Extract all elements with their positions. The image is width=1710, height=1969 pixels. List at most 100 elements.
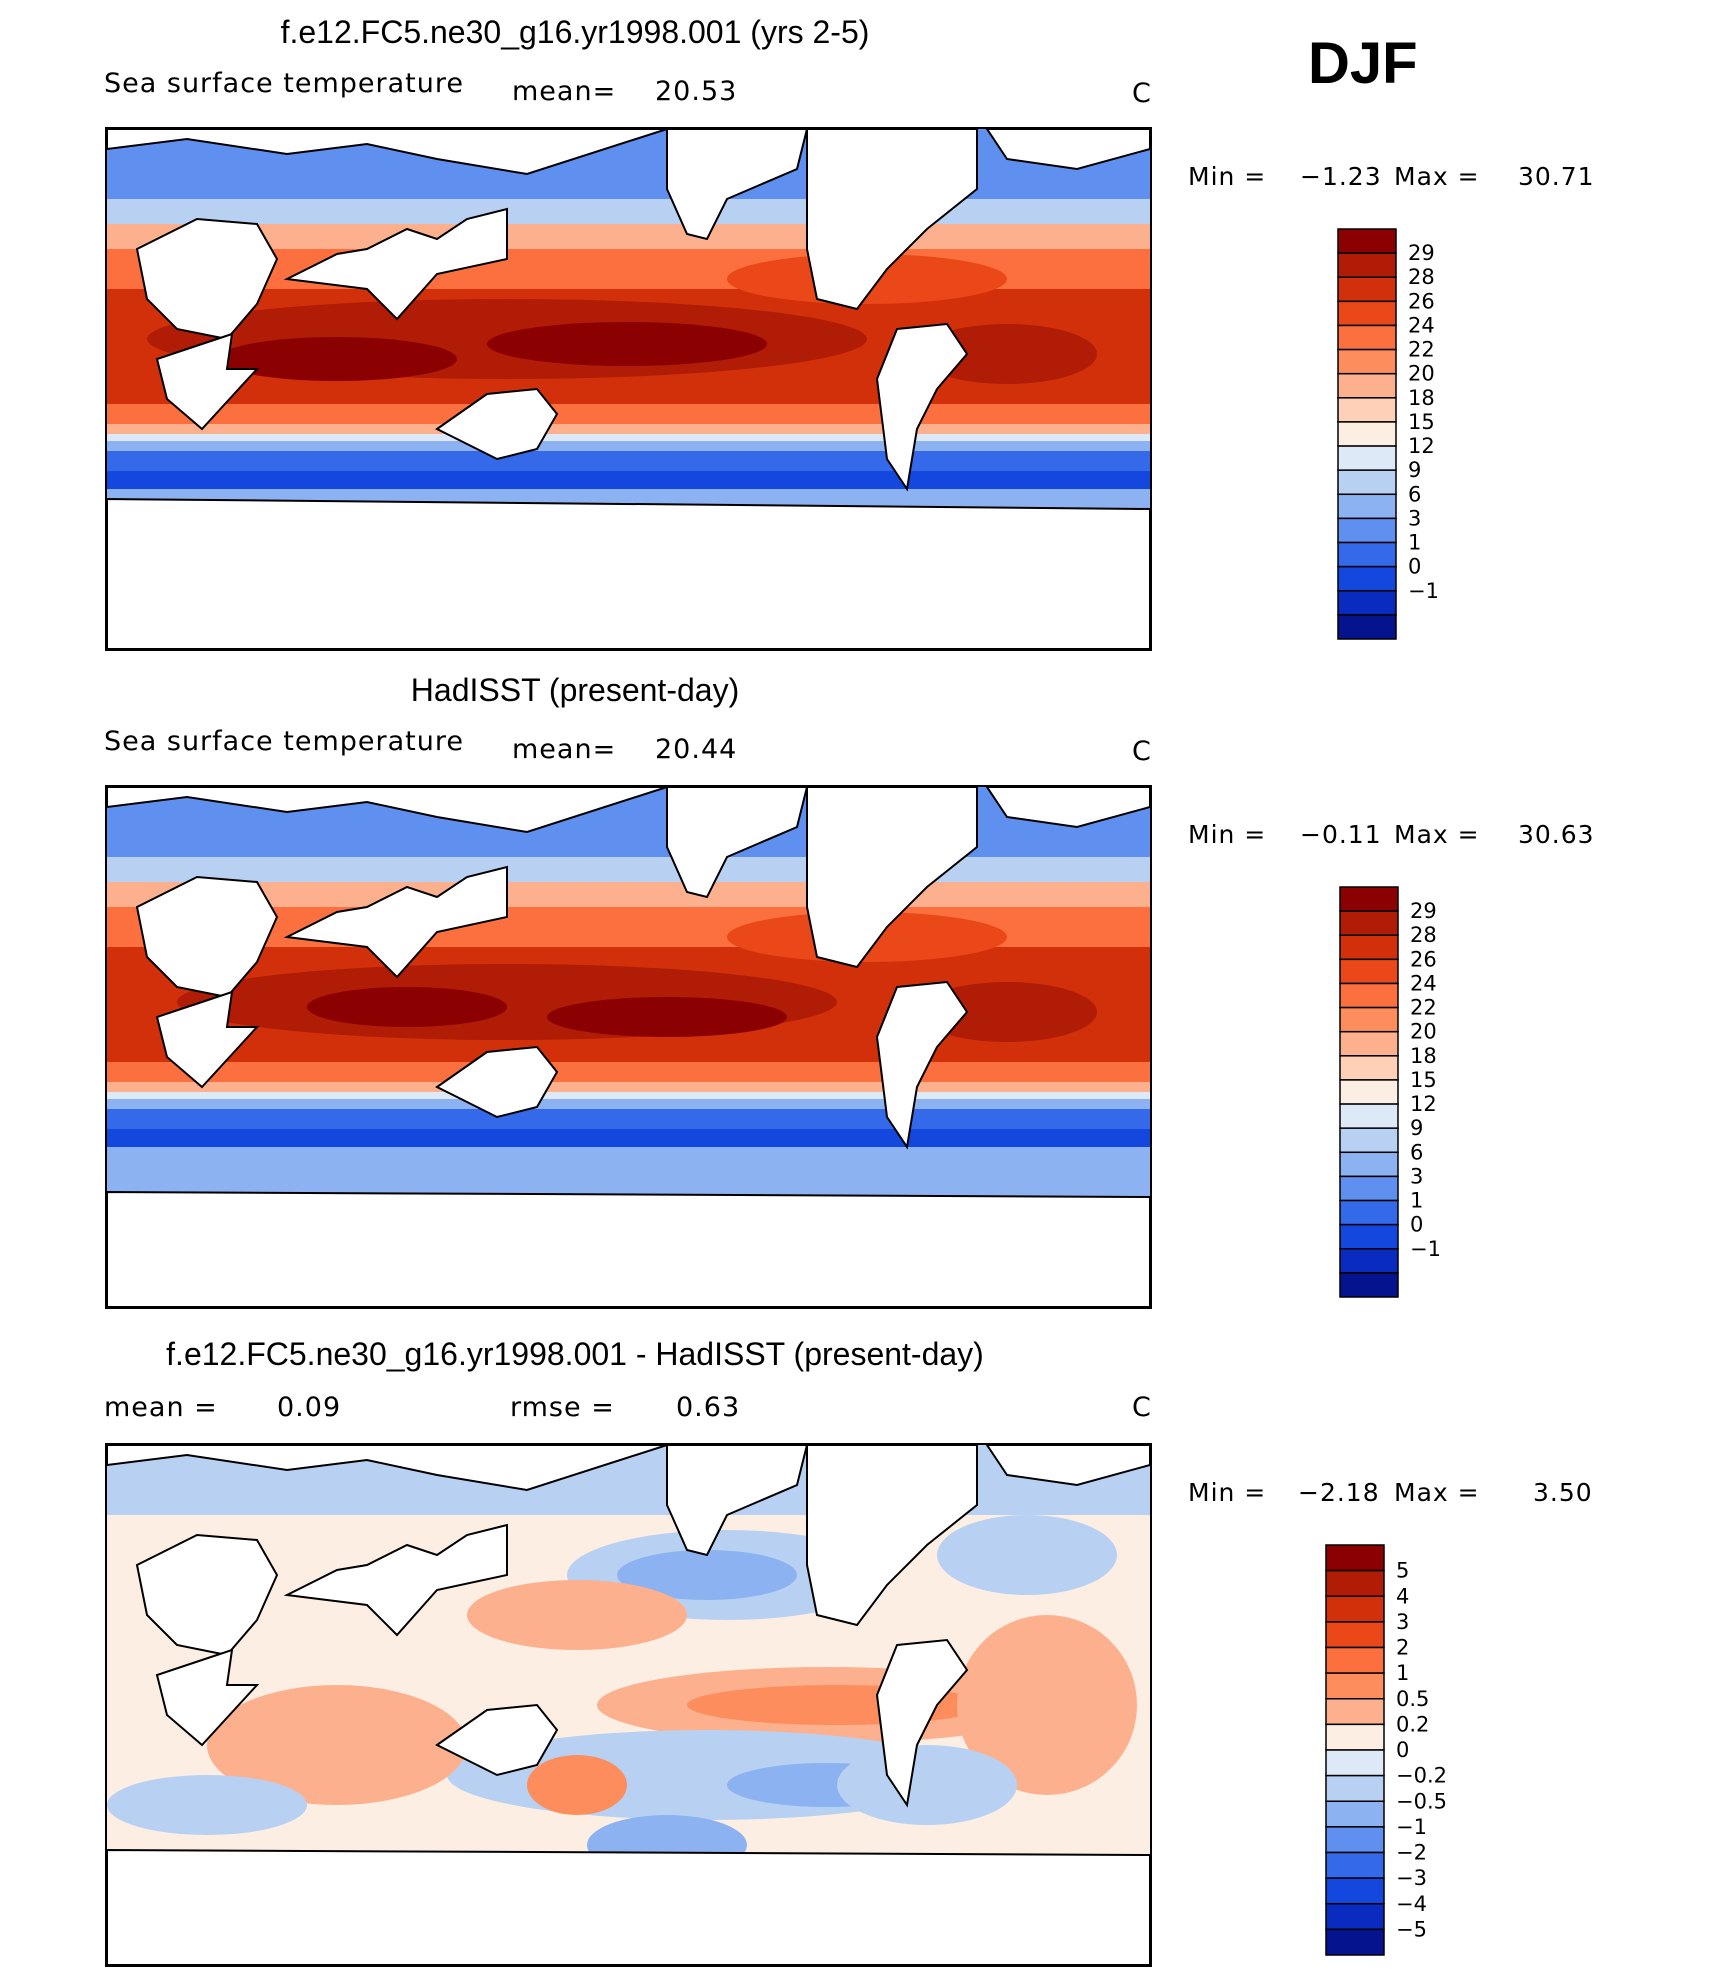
- colorbar-tick-label: 0.2: [1396, 1712, 1429, 1736]
- panel2-mean-value: 20.44: [655, 734, 738, 765]
- colorbar-tick-label: 4: [1396, 1584, 1409, 1608]
- colorbar-tick-label: 6: [1410, 1140, 1423, 1164]
- colorbar-tick-label: 3: [1396, 1610, 1409, 1634]
- colorbar-tick-label: 3: [1408, 506, 1421, 530]
- colorbar-tick-label: 22: [1410, 996, 1437, 1020]
- colorbar-tick-label: 28: [1410, 923, 1437, 947]
- panel3-min-value: −2.18: [1298, 1478, 1380, 1507]
- colorbar-box: [1339, 1079, 1399, 1105]
- colorbar-box: [1339, 1030, 1399, 1057]
- colorbar-tick-label: 15: [1410, 1068, 1437, 1092]
- colorbar-box: [1339, 1127, 1399, 1154]
- colorbar-tick-label: 20: [1408, 362, 1435, 386]
- colorbar-tick-label: 9: [1410, 1116, 1423, 1140]
- colorbar-tick-label: 29: [1410, 899, 1437, 923]
- panel3-rmse-label: rmse =: [510, 1392, 615, 1423]
- colorbar-tick-label: 15: [1408, 410, 1435, 434]
- colorbar-box: [1325, 1774, 1385, 1802]
- colorbar-box: [1325, 1928, 1385, 1956]
- colorbar-tick-label: −4: [1396, 1892, 1427, 1916]
- panel2-max-value: 30.63: [1518, 820, 1595, 849]
- colorbar-tick-label: 1: [1410, 1189, 1423, 1213]
- colorbar-box: [1337, 565, 1397, 592]
- colorbar-tick-label: 26: [1410, 947, 1437, 971]
- colorbar-box: [1325, 1544, 1385, 1572]
- colorbar-box: [1325, 1569, 1385, 1597]
- colorbar-box: [1339, 1248, 1399, 1274]
- colorbar-box: [1325, 1851, 1385, 1879]
- panel3-min-label: Min =: [1188, 1478, 1267, 1507]
- panel2-land: [107, 787, 1150, 1307]
- colorbar-tick-label: 1: [1408, 531, 1421, 555]
- season-label: DJF: [1308, 31, 1418, 96]
- colorbar-tick-label: 5: [1396, 1559, 1409, 1583]
- colorbar-tick-label: 29: [1408, 241, 1435, 265]
- colorbar-box: [1325, 1723, 1385, 1751]
- colorbar-box: [1339, 1175, 1399, 1202]
- colorbar-box: [1325, 1903, 1385, 1931]
- colorbar-tick-label: −0.5: [1396, 1789, 1447, 1813]
- colorbar-tick-label: −2: [1396, 1841, 1427, 1865]
- colorbar-box: [1337, 493, 1397, 520]
- panel1-variable: Sea surface temperature: [104, 68, 464, 99]
- world-map-sst-difference-icon: [107, 1445, 1150, 1965]
- colorbar-box: [1337, 397, 1397, 423]
- colorbar-box: [1339, 1006, 1399, 1033]
- panel2-variable: Sea surface temperature: [104, 726, 464, 757]
- colorbar-box: [1325, 1621, 1385, 1649]
- colorbar-tick-label: 1: [1396, 1661, 1409, 1685]
- colorbar-tick-label: 22: [1408, 338, 1435, 362]
- colorbar-box: [1325, 1877, 1385, 1905]
- panel2-units: C: [1132, 736, 1152, 767]
- colorbar-box: [1337, 517, 1397, 544]
- colorbar-tick-label: −0.2: [1396, 1764, 1447, 1788]
- colorbar-box: [1325, 1826, 1385, 1854]
- colorbar-box: [1337, 348, 1397, 375]
- colorbar-box: [1337, 324, 1397, 351]
- colorbar-box: [1337, 276, 1397, 303]
- colorbar-box: [1339, 934, 1399, 961]
- colorbar-box: [1339, 958, 1399, 985]
- panel2-mean-label: mean=: [512, 734, 617, 765]
- panel3-map: [105, 1443, 1152, 1967]
- panel1-mean-value: 20.53: [655, 76, 738, 107]
- colorbar-box: [1339, 1055, 1399, 1081]
- colorbar-tick-label: 3: [1410, 1164, 1423, 1188]
- colorbar-tick-label: −5: [1396, 1917, 1427, 1941]
- colorbar-tick-label: −3: [1396, 1866, 1427, 1890]
- panel1-max-value: 30.71: [1518, 162, 1595, 191]
- panel1-map: [105, 127, 1152, 651]
- panel1-max-label: Max =: [1394, 162, 1480, 191]
- colorbar-box: [1339, 1272, 1399, 1298]
- colorbar-box: [1339, 886, 1399, 912]
- panel2-min-value: −0.11: [1300, 820, 1382, 849]
- colorbar-tick-label: 18: [1410, 1044, 1437, 1068]
- colorbar-tick-label: 9: [1408, 458, 1421, 482]
- colorbar-box: [1337, 252, 1397, 278]
- colorbar-box: [1325, 1646, 1385, 1674]
- world-map-sst-observed-icon: [107, 787, 1150, 1307]
- colorbar-tick-label: 6: [1408, 482, 1421, 506]
- colorbar-tick-label: 12: [1408, 434, 1435, 458]
- panel1-land: [107, 129, 1150, 649]
- colorbar-tick-label: −1: [1408, 579, 1439, 603]
- panel1-units: C: [1132, 78, 1152, 109]
- panel3-max-label: Max =: [1394, 1478, 1480, 1507]
- colorbar-box: [1325, 1672, 1385, 1700]
- colorbar-box: [1337, 541, 1397, 568]
- colorbar-box: [1337, 372, 1397, 399]
- colorbar-box: [1339, 1199, 1399, 1226]
- panel1-min-value: −1.23: [1300, 162, 1382, 191]
- colorbar-box: [1339, 982, 1399, 1009]
- world-map-sst-model-icon: [107, 129, 1150, 649]
- colorbar-tick-label: 0: [1396, 1738, 1409, 1762]
- colorbar-box: [1325, 1800, 1385, 1828]
- panel2-min-label: Min =: [1188, 820, 1267, 849]
- colorbar-box: [1339, 910, 1399, 936]
- colorbar-box: [1337, 614, 1397, 640]
- panel3-max-value: 3.50: [1533, 1478, 1593, 1507]
- colorbar-box: [1339, 1223, 1399, 1250]
